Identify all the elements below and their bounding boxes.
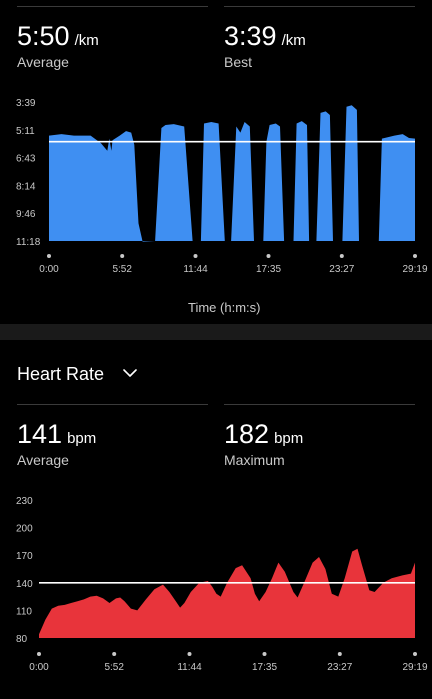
heart_rate-y-tick-label: 110 (16, 606, 32, 617)
heart_rate-x-tick-label: 29:19 (402, 662, 427, 673)
heart_rate-y-tick-label: 80 (16, 634, 28, 645)
heart_rate-y-tick-label: 170 (16, 551, 33, 562)
heart_rate-x-tick-dot (112, 652, 117, 656)
heart_rate-x-tick-label: 11:44 (177, 662, 202, 673)
heart_rate-x-tick-label: 23:27 (327, 662, 352, 673)
pace-x-tick-dot (120, 254, 125, 258)
pace-x-tick-dot (47, 254, 51, 258)
heart_rate-x-tick-label: 0:00 (29, 662, 49, 673)
pace-average-number: 5:50 (17, 21, 70, 51)
heart_rate-x-tick-dot (37, 652, 41, 656)
pace-x-tick-dot (413, 254, 417, 258)
heart_rate-y-tick-label: 140 (16, 579, 33, 590)
heart_rate-y-tick-label: 230 (16, 496, 33, 507)
hr-maximum-label: Maximum (224, 452, 285, 468)
hr-average-label: Average (17, 452, 69, 468)
hr-average-number: 141 (17, 419, 63, 449)
pace-y-tick-label: 9:46 (16, 209, 36, 220)
pace-x-tick-dot (193, 254, 198, 258)
pace-best-top-divider (224, 6, 415, 7)
pace-x-tick-dot (339, 254, 344, 258)
heart_rate-x-tick-label: 5:52 (104, 662, 124, 673)
hr-average-value: 141 bpm (17, 419, 96, 454)
pace-x-tick-dot (266, 254, 271, 258)
chevron-down-icon[interactable] (122, 367, 138, 379)
pace-x-tick-label: 17:35 (256, 264, 281, 275)
pace-y-tick-label: 5:11 (16, 126, 35, 137)
pace-y-tick-label: 6:43 (16, 154, 36, 165)
hr-maximum-top-divider (224, 404, 415, 405)
pace-y-tick-label: 8:14 (16, 181, 36, 192)
pace-y-tick-label: 3:39 (16, 98, 36, 109)
heart_rate-y-tick-label: 200 (16, 524, 33, 535)
pace-average-unit: /km (74, 32, 99, 49)
pace-best-value: 3:39/km (224, 21, 306, 56)
pace-average-value: 5:50/km (17, 21, 99, 56)
pace-x-tick-label: 11:44 (183, 264, 208, 275)
pace-best-unit: /km (281, 32, 306, 49)
pace-series-area-0 (49, 105, 415, 242)
pace-x-tick-label: 29:19 (402, 264, 427, 275)
heart_rate-x-tick-dot (187, 652, 192, 656)
section-separator (0, 324, 432, 340)
hr-maximum-unit: bpm (274, 430, 304, 447)
pace-x-tick-label: 0:00 (39, 264, 59, 275)
heart_rate-x-tick-dot (413, 652, 417, 656)
pace-best-number: 3:39 (224, 21, 277, 51)
pace-chart: 3:39 5:11 6:43 8:14 9:46 11:18 0:00 5:52 11:44 17… (16, 98, 428, 275)
hr-average-top-divider (17, 404, 208, 405)
heart_rate-x-tick-label: 17:35 (252, 662, 277, 673)
hr-average-unit: bpm (67, 430, 97, 447)
heart_rate-x-tick-dot (262, 652, 267, 656)
pace-average-label: Average (17, 54, 69, 70)
heart-rate-title: Heart Rate (17, 364, 105, 384)
heart_rate-x-tick-dot (337, 652, 342, 656)
heart_rate-series-area-0 (39, 548, 415, 638)
pace-y-tick-label: 11:18 (16, 237, 41, 248)
pace-x-tick-label: 5:52 (112, 264, 132, 275)
pace-average-top-divider (17, 6, 208, 7)
hr-maximum-number: 182 (224, 419, 270, 449)
heart-rate-chart: 80 110 140 170 200 230 0:00 5:52 11:44 17:35 23:27… (16, 496, 428, 673)
pace-x-tick-label: 23:27 (329, 264, 354, 275)
pace-best-label: Best (224, 54, 253, 70)
hr-maximum-value: 182 bpm (224, 419, 303, 454)
pace-x-axis-title: Time (h:m:s) (188, 300, 261, 315)
